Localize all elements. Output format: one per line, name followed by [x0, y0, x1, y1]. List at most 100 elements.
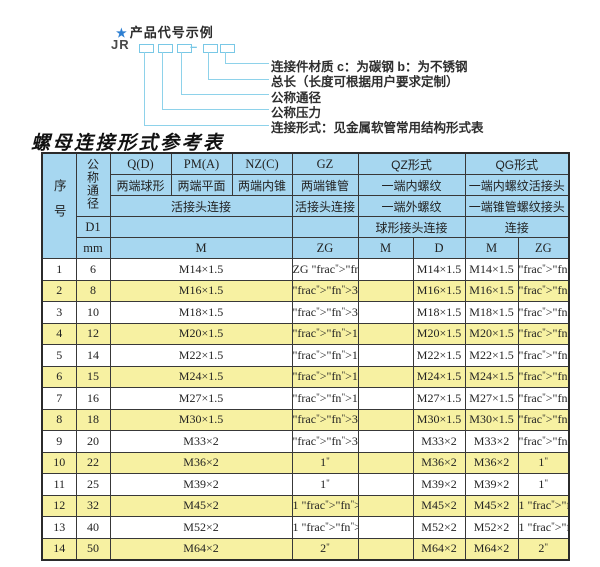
qg-m-cell: M27×1.5	[464, 387, 519, 410]
header-qg-conn: 一端锥管螺纹接头	[464, 195, 570, 217]
qg-m-cell: M36×2	[464, 451, 519, 474]
qg-m-cell: M20×1.5	[464, 322, 519, 345]
m-merged-cell: M33×2	[109, 430, 293, 453]
header-q: Q(D)	[109, 152, 172, 175]
table-header: 序号 公称通径 Q(D) PM(A) NZ(C) GZ QZ形式 QG形式 两端…	[41, 152, 570, 259]
qz-d-cell: M27×1.5	[412, 387, 466, 410]
serial-cell: 9	[41, 430, 77, 453]
qz-d-cell: M14×1.5	[412, 258, 466, 281]
table-row: 920M33×2"frac">"fn">3"fd">4"M33×2M33×2"f…	[41, 430, 570, 453]
serial-cell: 2	[41, 279, 77, 302]
qz-d-cell: M64×2	[412, 537, 466, 561]
table-row: 615M24×1.5"frac">"fn">1"fd">2"M24×1.5M24…	[41, 365, 570, 388]
table-row: 514M22×1.5"frac">"fn">1"fd">2"M22×1.5M22…	[41, 344, 570, 367]
qz-d-cell: M30×1.5	[412, 408, 466, 431]
table-row: 818M30×1.5"frac">"fn">3"fd">4"M30×1.5M30…	[41, 408, 570, 431]
code-box-1	[139, 44, 154, 53]
qg-m-cell: M18×1.5	[464, 301, 519, 324]
diameter-cell: 22	[75, 451, 111, 474]
gz-zg-cell: "frac">"fn">1"fd">2"	[291, 322, 359, 345]
header-pm-sub: 两端平面	[170, 174, 233, 196]
header-m-qz: M	[357, 237, 414, 259]
diameter-cell: 16	[75, 387, 111, 410]
qz-m-cell	[357, 387, 414, 410]
serial-cell: 8	[41, 408, 77, 431]
nut-connection-reference-table: 序号 公称通径 Q(D) PM(A) NZ(C) GZ QZ形式 QG形式 两端…	[41, 152, 571, 561]
header-qz: QZ形式	[357, 152, 466, 175]
label-pressure: 公称压力	[271, 106, 322, 120]
header-pm: PM(A)	[170, 152, 233, 175]
qz-m-cell	[357, 258, 414, 281]
m-merged-cell: M45×2	[109, 494, 293, 517]
qz-m-cell	[357, 322, 414, 345]
table-row: 11 25 M39×2 1" M39×2 M39×2 1"	[41, 473, 570, 496]
gz-zg-cell: "frac">"fn">1"fd">2"	[291, 365, 359, 388]
header-d1: D1	[75, 216, 111, 238]
qz-d-cell: M16×1.5	[412, 279, 466, 302]
serial-cell: 5	[41, 344, 77, 367]
header-nz: NZ(C)	[231, 152, 293, 175]
header-zg-qg: ZG	[517, 237, 570, 259]
qg-m-cell: M16×1.5	[464, 279, 519, 302]
serial-cell: 12	[41, 494, 77, 517]
connector-line-pressure	[162, 52, 269, 110]
gz-zg-cell: ZG "frac">"fn">1"fd">4"	[291, 258, 359, 281]
header-qz-joint: 球形接头连接	[357, 216, 466, 238]
diagram-title-text: 产品代号示例	[129, 25, 214, 40]
diameter-cell: 20	[75, 430, 111, 453]
connector-line-form	[144, 52, 269, 126]
qz-d-cell: M36×2	[412, 451, 466, 474]
qg-zg-cell: 1 "frac">"fn">1"fd">4"	[517, 494, 570, 517]
connector-line-material	[225, 52, 269, 64]
qg-zg-cell: 1"	[517, 473, 570, 496]
header-qg-joint: 连接	[464, 216, 570, 238]
qz-m-cell	[357, 473, 414, 496]
table-row: 412M20×1.5"frac">"fn">1"fd">2"M20×1.5M20…	[41, 322, 570, 345]
header-gz: GZ	[291, 152, 359, 175]
gz-zg-cell: "frac">"fn">3"fd">8"	[291, 279, 359, 302]
header-qg-sub: 一端内螺纹活接头	[464, 174, 570, 196]
m-merged-cell: M36×2	[109, 451, 293, 474]
qg-m-cell: M14×1.5	[464, 258, 519, 281]
qz-m-cell	[357, 365, 414, 388]
serial-cell: 1	[41, 258, 77, 281]
qg-m-cell: M52×2	[464, 516, 519, 539]
qz-m-cell	[357, 408, 414, 431]
gz-zg-cell: 1 "frac">"fn">1"fd">4"	[291, 494, 359, 517]
label-length: 总长（长度可根据用户要求定制）	[271, 75, 459, 89]
gz-zg-cell: "frac">"fn">3"fd">4"	[291, 430, 359, 453]
serial-cell: 13	[41, 516, 77, 539]
qg-zg-cell: "frac">"fn">1"fd">4"	[517, 258, 570, 281]
header-nz-sub: 两端内锥	[231, 174, 293, 196]
gz-zg-cell: 1"	[291, 451, 359, 474]
label-material: 连接件材质 c：为碳钢 b：为不锈钢	[271, 60, 468, 74]
qz-m-cell	[357, 430, 414, 453]
m-merged-cell: M16×1.5	[109, 279, 293, 302]
table-row: 28M16×1.5"frac">"fn">3"fd">8"M16×1.5M16×…	[41, 279, 570, 302]
star-icon: ★	[116, 26, 128, 40]
qz-m-cell	[357, 516, 414, 539]
table-row: 10 22 M36×2 1" M36×2 M36×2 1"	[41, 451, 570, 474]
header-q-sub: 两端球形	[109, 174, 172, 196]
code-box-4	[203, 44, 218, 53]
gz-zg-cell: "frac">"fn">3"fd">4"	[291, 408, 359, 431]
qz-d-cell: M52×2	[412, 516, 466, 539]
m-merged-cell: M30×1.5	[109, 408, 293, 431]
label-diameter: 公称通径	[271, 90, 322, 105]
m-merged-cell: M18×1.5	[109, 301, 293, 324]
qg-zg-cell: "frac">"fn">3"fd">8"	[517, 301, 570, 324]
qg-m-cell: M30×1.5	[464, 408, 519, 431]
qg-zg-cell: 1"	[517, 451, 570, 474]
header-qpmnz-blank	[109, 216, 293, 238]
gz-zg-cell: 1 "frac">"fn">1"fd">2"	[291, 516, 359, 539]
header-mm: mm	[75, 237, 111, 259]
qg-m-cell: M22×1.5	[464, 344, 519, 367]
qg-m-cell: M45×2	[464, 494, 519, 517]
qg-m-cell: M33×2	[464, 430, 519, 453]
diameter-cell: 32	[75, 494, 111, 517]
qg-zg-cell: "frac">"fn">1"fd">2"	[517, 387, 570, 410]
qz-m-cell	[357, 494, 414, 517]
header-qpmnz-conn: 活接头连接	[109, 195, 293, 217]
